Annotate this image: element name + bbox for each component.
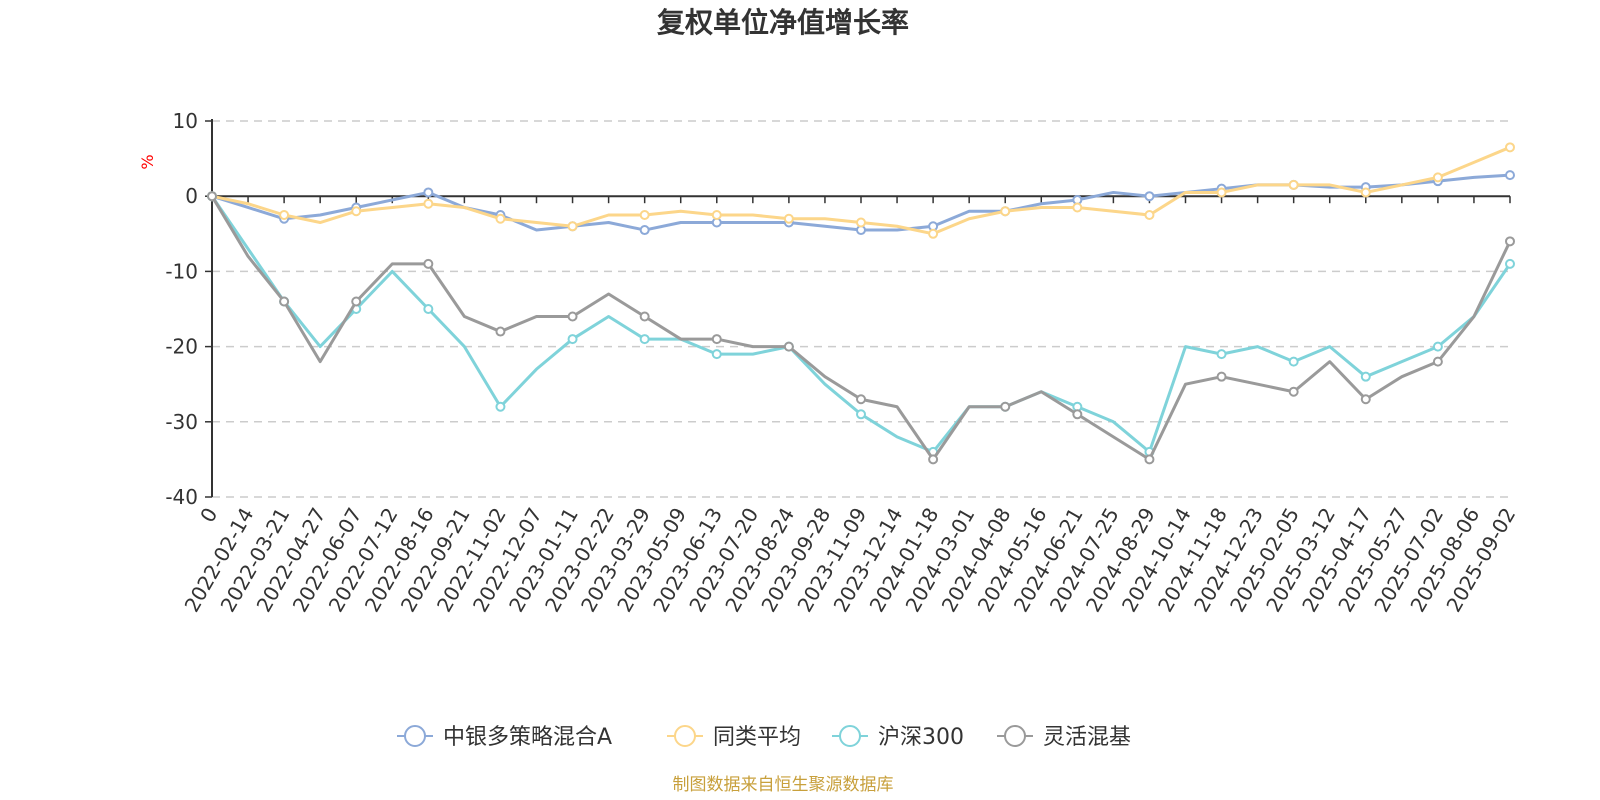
y-tick-labels: 10 0 -10 -20 -30 -40	[165, 109, 198, 509]
data-point	[928, 228, 939, 239]
data-point	[1000, 401, 1011, 412]
data-point	[928, 454, 939, 465]
chart-title: 复权单位净值增长率	[657, 6, 909, 39]
data-point	[1000, 206, 1011, 217]
x-tick-labels: 02022-02-142022-03-212022-04-272022-06-0…	[179, 504, 1520, 617]
data-point	[495, 326, 506, 337]
data-point	[856, 394, 866, 405]
data-point	[1505, 170, 1515, 181]
data-point	[1432, 356, 1443, 367]
legend-marker-icon	[1004, 725, 1026, 747]
axes	[205, 119, 1511, 498]
data-point	[856, 409, 866, 420]
y-tick-label: 0	[185, 184, 198, 208]
data-point	[783, 341, 794, 352]
data-point	[1288, 386, 1299, 397]
legend-marker-icon	[839, 725, 861, 747]
data-point	[1216, 371, 1227, 382]
data-point	[1505, 236, 1515, 247]
data-point	[1360, 371, 1371, 382]
legend-item-0[interactable]: 中银多策略混合A	[397, 725, 612, 750]
data-point	[351, 206, 362, 217]
series-lines	[207, 142, 1515, 465]
data-point	[856, 217, 866, 228]
data-source-note: 制图数据来自恒生聚源数据库	[673, 775, 894, 795]
data-point	[279, 296, 290, 307]
data-point	[279, 210, 290, 220]
data-point	[1505, 142, 1515, 153]
y-tick-label: -40	[165, 485, 198, 509]
y-tick-label: -10	[165, 259, 198, 283]
y-tick-label: -30	[165, 410, 198, 434]
data-point	[1072, 409, 1083, 420]
data-point	[567, 221, 578, 232]
legend-item-1[interactable]: 同类平均	[667, 725, 801, 750]
data-point	[1360, 187, 1371, 198]
data-point	[567, 334, 578, 345]
data-point	[1432, 341, 1443, 352]
data-point	[423, 187, 434, 198]
data-point	[495, 401, 506, 412]
data-point	[711, 334, 722, 345]
data-point	[207, 191, 217, 202]
data-point	[711, 349, 722, 360]
data-point	[1288, 179, 1299, 190]
data-point	[1288, 356, 1299, 367]
legend-label: 同类平均	[713, 725, 801, 750]
x-tick-label: 0	[195, 504, 222, 527]
y-tick-label: 10	[173, 109, 198, 133]
data-point	[423, 258, 434, 269]
series-line-3	[210, 195, 1512, 461]
data-point	[1144, 210, 1155, 220]
data-point	[351, 296, 362, 307]
legend-label: 沪深300	[878, 725, 964, 750]
data-point	[1216, 187, 1227, 198]
legend-label: 中银多策略混合A	[443, 725, 612, 750]
legend-marker-icon	[404, 725, 426, 747]
legend[interactable]: 中银多策略混合A 同类平均 沪深300 灵活混基	[397, 725, 1131, 750]
data-point	[639, 311, 650, 322]
y-axis-unit: %	[138, 154, 157, 169]
data-point	[1505, 258, 1515, 269]
data-point	[567, 311, 578, 322]
data-point	[495, 213, 506, 224]
gridlines	[212, 120, 1510, 498]
y-tick-label: -20	[165, 335, 198, 359]
data-point	[639, 225, 650, 236]
data-point	[1072, 202, 1083, 213]
data-point	[1360, 394, 1371, 405]
data-point	[1216, 349, 1227, 360]
legend-label: 灵活混基	[1043, 725, 1131, 750]
legend-marker-icon	[674, 725, 696, 747]
data-point	[1432, 172, 1443, 183]
data-point	[639, 334, 650, 345]
data-point	[783, 213, 794, 224]
data-point	[423, 304, 434, 314]
data-point	[639, 210, 650, 220]
data-point	[711, 210, 722, 220]
legend-item-3[interactable]: 灵活混基	[997, 725, 1131, 750]
data-point	[1144, 454, 1155, 465]
data-point	[1144, 191, 1155, 202]
legend-item-2[interactable]: 沪深300	[832, 725, 964, 750]
data-point	[423, 198, 434, 209]
